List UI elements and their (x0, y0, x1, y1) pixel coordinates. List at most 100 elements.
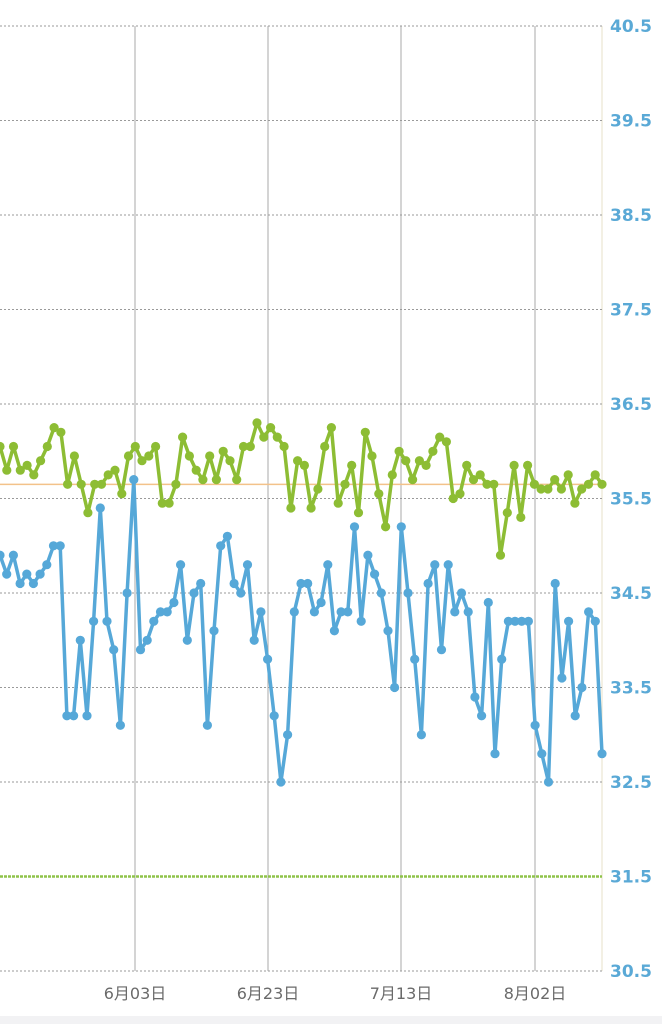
data-point (49, 423, 59, 433)
data-point (441, 437, 451, 447)
data-point (137, 456, 147, 466)
data-point (269, 711, 279, 721)
data-point (313, 484, 323, 494)
data-point (135, 645, 146, 655)
data-point (556, 484, 567, 494)
data-point (597, 749, 607, 759)
data-point (115, 720, 125, 730)
data-point (543, 777, 554, 787)
y-tick-label: 36.5 (610, 395, 652, 415)
data-point (69, 711, 79, 721)
data-point (110, 465, 120, 475)
data-point (349, 522, 360, 532)
data-point (286, 503, 296, 513)
data-point (103, 470, 113, 480)
data-point (523, 616, 534, 626)
data-point (102, 616, 112, 626)
data-point (563, 470, 573, 480)
data-point (272, 432, 282, 442)
data-point (236, 588, 246, 598)
data-point (209, 626, 219, 636)
y-tick-label: 38.5 (610, 206, 652, 226)
data-point (340, 479, 350, 489)
data-point (263, 654, 273, 664)
data-point (374, 489, 384, 499)
data-point (256, 607, 266, 617)
data-point (216, 541, 226, 551)
data-series (0, 475, 607, 787)
series-line (0, 477, 604, 784)
data-point (550, 578, 560, 589)
data-point (523, 460, 533, 470)
data-point (414, 456, 424, 466)
data-point (218, 446, 228, 456)
data-point (189, 588, 199, 598)
y-tick-label: 33.5 (610, 679, 652, 699)
data-point (279, 441, 289, 452)
bottom-bar (0, 1016, 662, 1024)
data-point (396, 522, 406, 532)
data-point (63, 479, 73, 489)
data-point (336, 607, 346, 617)
data-point (202, 720, 212, 730)
data-point (198, 475, 208, 485)
data-point (394, 446, 404, 456)
data-point (468, 475, 479, 485)
data-point (456, 588, 467, 598)
data-point (489, 479, 499, 489)
data-point (363, 550, 373, 560)
data-point (266, 423, 276, 433)
data-point (245, 441, 255, 452)
data-point (129, 475, 139, 485)
data-point (517, 616, 527, 626)
data-point (0, 550, 5, 560)
data-point (309, 607, 319, 617)
data-point (448, 493, 458, 504)
data-point (530, 720, 540, 730)
data-point (381, 522, 391, 532)
x-tick-label: 6月03日 (104, 984, 167, 1003)
data-point (149, 616, 159, 626)
data-point (22, 569, 32, 579)
data-point (360, 427, 370, 437)
data-point (299, 460, 309, 470)
y-tick-label: 30.5 (610, 962, 652, 982)
data-point (82, 711, 92, 721)
data-point (356, 616, 366, 626)
data-point (122, 588, 132, 598)
data-point (367, 451, 377, 461)
data-point (463, 607, 473, 617)
data-point (510, 616, 520, 626)
data-point (42, 441, 52, 452)
data-point (222, 531, 232, 541)
data-point (2, 569, 12, 579)
data-point (96, 479, 107, 489)
data-point (509, 460, 519, 470)
data-point (502, 508, 512, 518)
data-point (157, 498, 167, 508)
data-point (475, 470, 485, 480)
data-point (69, 451, 79, 461)
data-point (48, 541, 59, 551)
data-point (242, 560, 253, 570)
data-point (22, 460, 32, 470)
data-point (117, 489, 127, 499)
data-point (0, 441, 5, 452)
y-tick-label: 32.5 (610, 773, 652, 793)
data-point (482, 479, 492, 489)
data-point (428, 446, 438, 456)
data-point (583, 479, 594, 489)
x-tick-label: 8月02日 (504, 984, 567, 1003)
data-point (430, 560, 440, 570)
data-point (162, 607, 172, 617)
data-point (564, 616, 574, 626)
data-point (316, 597, 326, 608)
data-point (490, 749, 500, 759)
data-point (343, 607, 353, 617)
data-point (435, 432, 445, 442)
data-point (597, 479, 607, 489)
data-point (577, 682, 587, 693)
data-point (176, 560, 186, 570)
data-point (584, 607, 594, 617)
y-tick-label: 34.5 (610, 584, 652, 604)
